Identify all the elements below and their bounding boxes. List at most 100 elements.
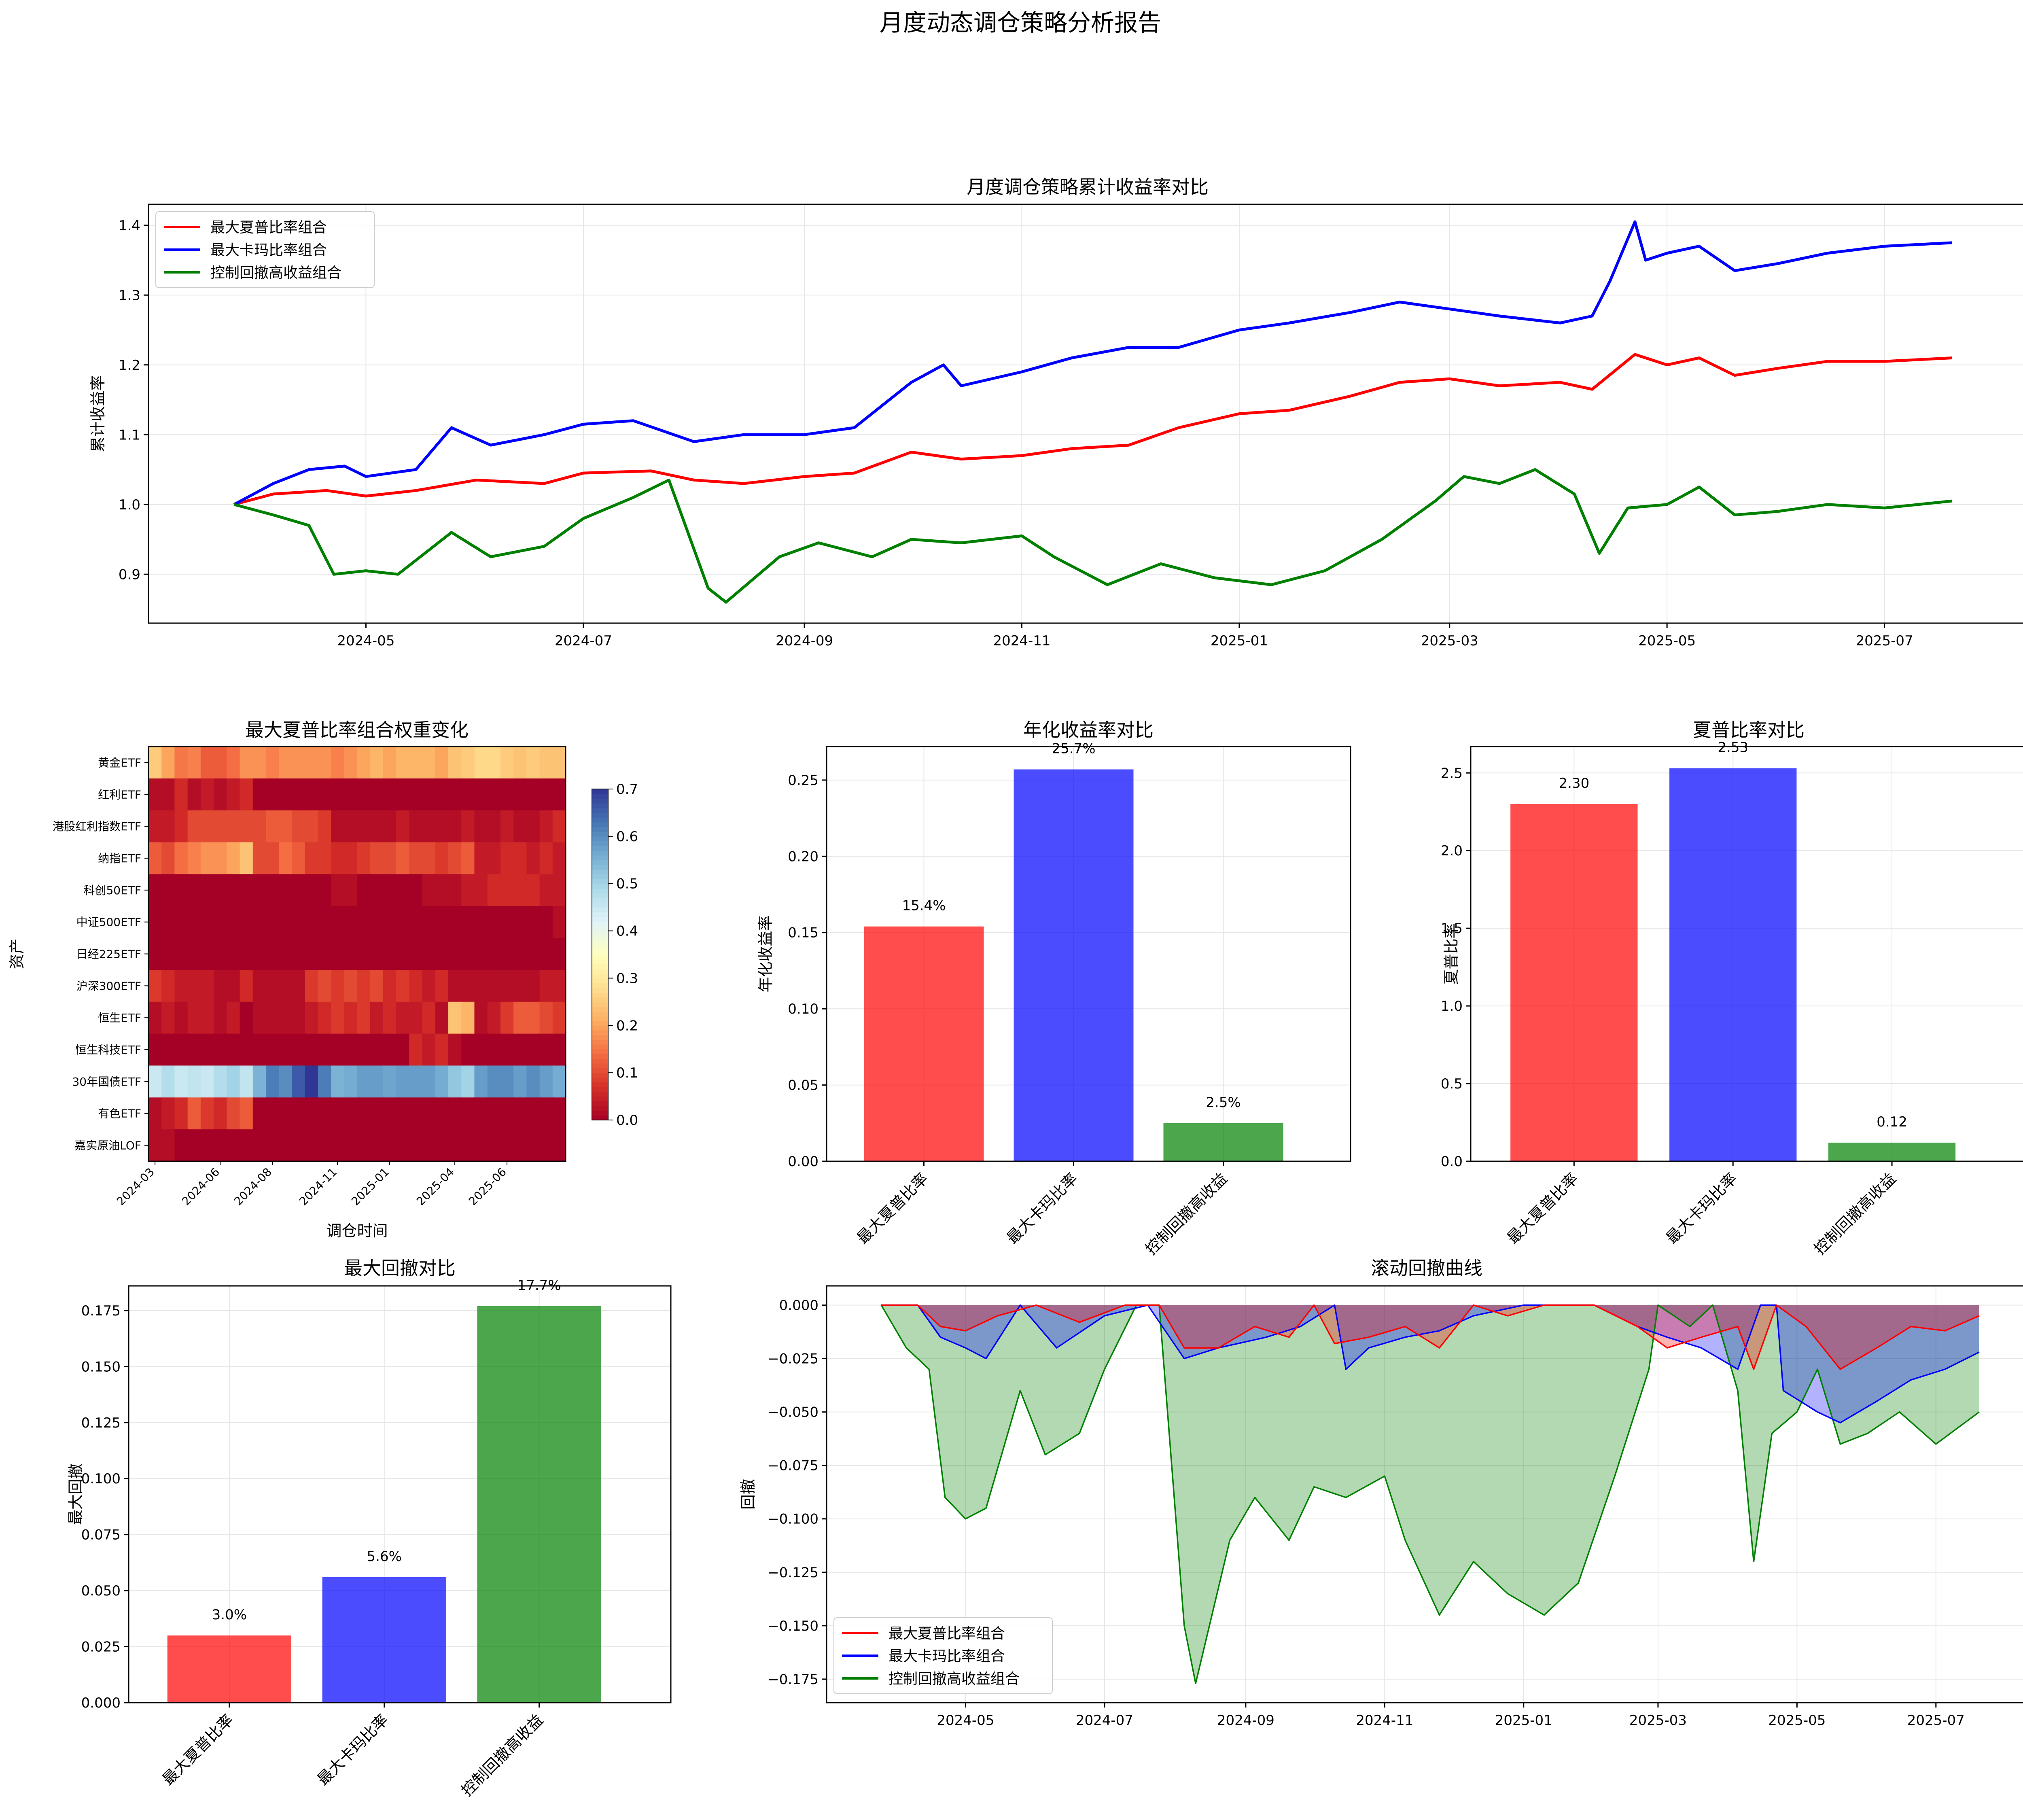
- colorbar-segment: [592, 798, 608, 804]
- chart-title: 最大夏普比率组合权重变化: [245, 719, 469, 741]
- x-tick-label: 2024-06: [179, 1165, 222, 1208]
- y-axis-label: 累计收益率: [89, 375, 107, 452]
- heatmap-cell: [409, 810, 423, 843]
- x-tick-label: 2025-03: [1421, 633, 1478, 649]
- legend-label: 最大卡玛比率组合: [210, 242, 327, 259]
- heatmap-cell: [487, 842, 501, 874]
- heatmap-cell: [513, 938, 527, 970]
- heatmap-cell: [474, 1129, 488, 1162]
- heatmap-cell: [240, 874, 253, 906]
- chart-title: 最大回撤对比: [344, 1257, 456, 1279]
- x-tick-label: 控制回撤高收益: [1811, 1169, 1899, 1258]
- heatmap-cell: [148, 1065, 162, 1098]
- heatmap-cell: [552, 938, 566, 970]
- heatmap-cell: [513, 874, 527, 906]
- heatmap-cell: [500, 778, 514, 811]
- heatmap-cell: [305, 810, 318, 843]
- heatmap-cell: [252, 747, 266, 779]
- drawdown-line-0: [881, 1304, 1980, 1370]
- heatmap-cell: [383, 969, 397, 1002]
- heatmap-cell: [200, 1129, 214, 1162]
- y-tick-label: 1.4: [119, 218, 140, 234]
- heatmap-cell: [148, 1001, 162, 1034]
- heatmap-cell: [279, 810, 293, 843]
- y-tick-label: 2.0: [1441, 843, 1463, 859]
- heatmap-cell: [474, 842, 488, 874]
- colorbar-segment: [592, 1105, 608, 1111]
- heatmap-cell: [539, 1033, 553, 1066]
- colorbar-segment: [592, 1044, 608, 1050]
- heatmap-cell: [513, 969, 527, 1002]
- heatmap-cell: [357, 778, 371, 811]
- y-axis-label: 最大回撤: [67, 1464, 85, 1525]
- colorbar-segment: [592, 789, 608, 794]
- heatmap-cell: [252, 1065, 266, 1098]
- heatmap-cell: [174, 747, 188, 779]
- heatmap-cell: [214, 906, 227, 938]
- colorbar-tick-label: 0.6: [616, 829, 638, 845]
- heatmap-cell: [422, 1129, 436, 1162]
- heatmap-cell: [474, 1065, 488, 1098]
- legend-label: 最大夏普比率组合: [210, 219, 327, 236]
- heatmap-cell: [461, 906, 475, 938]
- heatmap-cell: [344, 747, 358, 779]
- heatmap-cell: [292, 747, 305, 779]
- heatmap-cell: [252, 1001, 266, 1034]
- heatmap-cell: [265, 810, 279, 843]
- heatmap-cell: [383, 1033, 397, 1066]
- heatmap-cell: [279, 778, 293, 811]
- heatmap-cell: [331, 1097, 344, 1130]
- heatmap-cell: [252, 906, 266, 938]
- heatmap-cell: [148, 969, 162, 1002]
- colorbar-segment: [592, 964, 608, 969]
- colorbar-segment: [592, 955, 608, 960]
- colorbar-segment: [592, 855, 608, 860]
- heatmap-cell: [487, 969, 501, 1002]
- colorbar-tick-label: 0.1: [616, 1065, 638, 1081]
- figure-title: 月度动态调仓策略分析报告: [880, 9, 1161, 36]
- chart-title: 年化收益率对比: [1023, 719, 1154, 741]
- heatmap-cell: [422, 1001, 436, 1034]
- heatmap-cell: [357, 1129, 371, 1162]
- heatmap-cell: [344, 969, 358, 1002]
- heatmap-cell: [265, 747, 279, 779]
- heatmap-cell: [539, 1129, 553, 1162]
- heatmap-cell: [305, 1033, 318, 1066]
- heatmap-cell: [396, 938, 409, 970]
- heatmap-cell: [292, 938, 305, 970]
- heatmap-cell: [161, 938, 175, 970]
- y-tick-label: 0.125: [81, 1415, 121, 1431]
- heatmap-cell: [526, 938, 540, 970]
- y-tick-label: 0.025: [81, 1639, 121, 1655]
- legend-label: 最大夏普比率组合: [889, 1625, 1005, 1642]
- series-line-2: [233, 468, 1953, 604]
- colorbar-segment: [592, 1068, 608, 1073]
- heatmap-cell: [487, 778, 501, 811]
- heatmap-cell: [539, 874, 553, 906]
- axes-frame: [826, 1285, 2023, 1703]
- heatmap-cell: [344, 810, 358, 843]
- colorbar-segment: [592, 940, 608, 946]
- heatmap-cell: [252, 842, 266, 874]
- colorbar-segment: [592, 822, 608, 827]
- heatmap-cell: [318, 747, 331, 779]
- heatmap-cell: [344, 1001, 358, 1034]
- heatmap-cell: [279, 969, 293, 1002]
- heatmap-cell: [240, 969, 253, 1002]
- heatmap-cell: [214, 969, 227, 1002]
- heatmap-cell: [435, 842, 449, 874]
- heatmap-cell: [526, 1065, 540, 1098]
- heatmap-cell: [448, 874, 462, 906]
- heatmap-cell: [500, 747, 514, 779]
- heatmap-cell: [526, 969, 540, 1002]
- heatmap-cell: [161, 842, 175, 874]
- heatmap-cell: [331, 810, 344, 843]
- asset-label: 日经225ETF: [76, 948, 141, 961]
- x-tick-label: 控制回撤高收益: [1142, 1169, 1231, 1258]
- heatmap-cell: [200, 969, 214, 1002]
- heatmap-cell: [187, 969, 201, 1002]
- heatmap-cell: [187, 1001, 201, 1034]
- heatmap-cell: [461, 778, 475, 811]
- heatmap-cell: [240, 1033, 253, 1066]
- heatmap-cell: [409, 1033, 423, 1066]
